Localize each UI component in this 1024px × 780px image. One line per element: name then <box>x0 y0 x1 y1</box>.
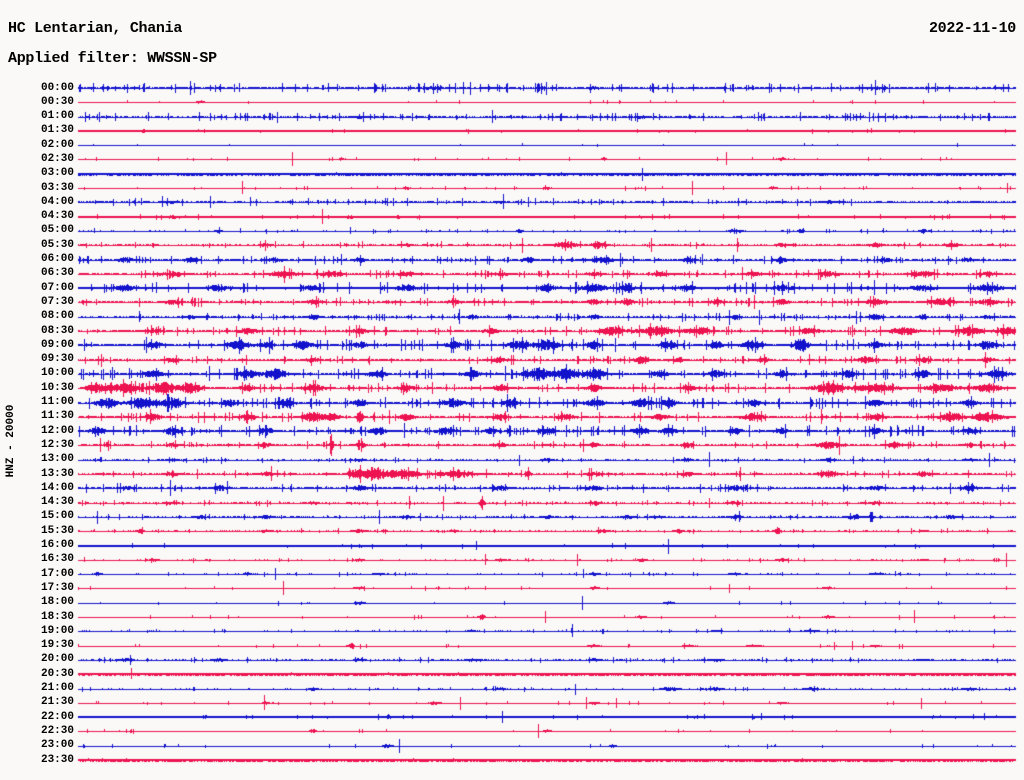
helicorder-traces-canvas <box>0 0 1024 780</box>
helicorder-page: HC Lentarian, Chania Applied filter: WWS… <box>0 0 1024 780</box>
